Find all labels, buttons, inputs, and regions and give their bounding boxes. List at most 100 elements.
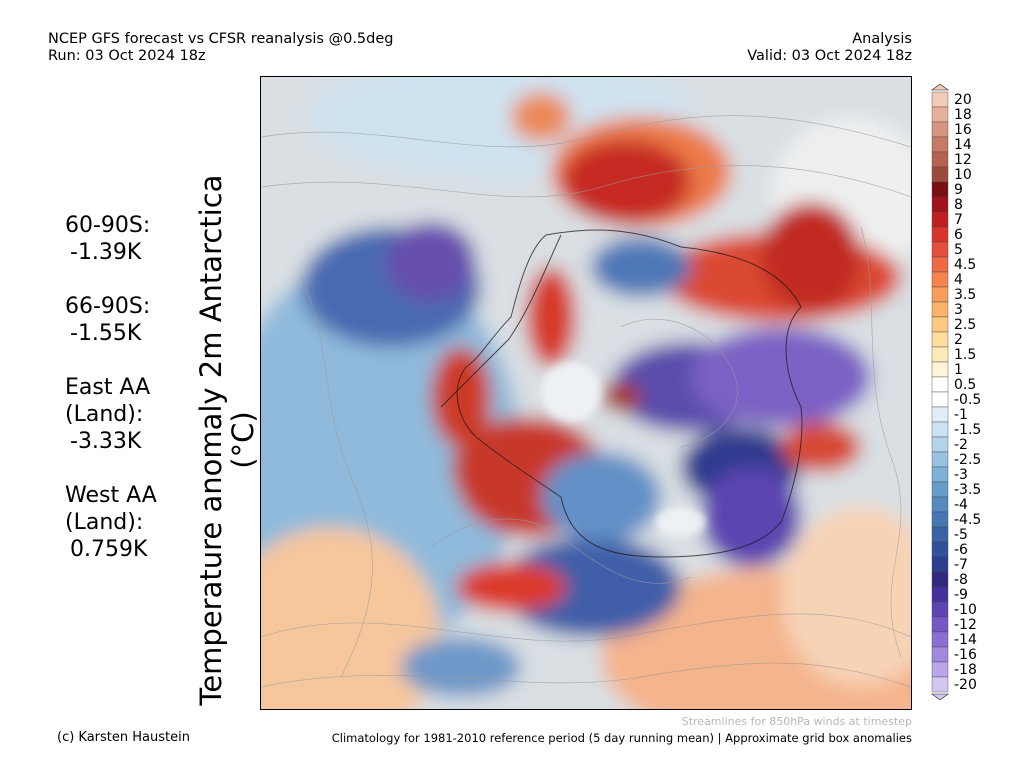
colorbar-cell — [931, 481, 949, 498]
stat-value: 0.759K — [70, 537, 148, 562]
colorbar-label: 6 — [954, 227, 963, 243]
colorbar-label: 12 — [954, 152, 972, 168]
stat-east-aa: East AA (Land): -3.33K — [65, 374, 165, 455]
colorbar-cell — [931, 211, 949, 228]
colorbar-cell — [931, 616, 949, 633]
colorbar-cell — [931, 571, 949, 588]
colorbar-cell — [931, 271, 949, 288]
stat-west-aa: West AA (Land): 0.759K — [65, 482, 165, 563]
colorbar-label: -4 — [954, 497, 968, 513]
colorbar-cell — [931, 451, 949, 468]
colorbar-cell — [931, 151, 949, 168]
regional-stats: 60-90S: -1.39K 66-90S: -1.55K East AA (L… — [65, 212, 165, 590]
colorbar-cell — [931, 316, 949, 333]
colorbar-cell — [931, 601, 949, 618]
colorbar-label: 0.5 — [954, 377, 977, 393]
colorbar-label: -2.5 — [954, 452, 982, 468]
colorbar-cell — [931, 586, 949, 603]
colorbar-label: 4.5 — [954, 257, 977, 273]
colorbar-cell — [931, 646, 949, 663]
stat-label: 66-90S: — [65, 294, 151, 319]
axis-label: Temperature anomaly 2m Antarctica (°C) — [194, 174, 260, 706]
colorbar-label: 2.5 — [954, 317, 977, 333]
colorbar-label: 3.5 — [954, 287, 977, 303]
colorbar-cell — [931, 391, 949, 408]
model-title: NCEP GFS forecast vs CFSR reanalysis @0.… — [48, 31, 394, 47]
streamline-note: Streamlines for 850hPa winds at timestep — [681, 715, 912, 728]
colorbar-cell — [931, 181, 949, 198]
colorbar-label: -10 — [954, 602, 977, 618]
colorbar-label: 8 — [954, 197, 963, 213]
colorbar-cell — [931, 226, 949, 243]
colorbar-label: -9 — [954, 587, 968, 603]
colorbar-label: 18 — [954, 107, 972, 123]
stat-60-90s: 60-90S: -1.39K — [65, 212, 165, 266]
colorbar-cell — [931, 331, 949, 348]
valid-block: Analysis Valid: 03 Oct 2024 18z — [747, 31, 912, 65]
colorbar-cell — [931, 301, 949, 318]
analysis-label: Analysis — [852, 31, 912, 47]
colorbar-label: 14 — [954, 137, 972, 153]
colorbar-label: 1.5 — [954, 347, 977, 363]
colorbar-label: -6 — [954, 542, 968, 558]
stat-value: -1.55K — [70, 321, 142, 346]
colorbar-label: -12 — [954, 617, 977, 633]
colorbar-label: 4 — [954, 272, 963, 288]
colorbar-label: -5 — [954, 527, 968, 543]
colorbar-cell — [931, 286, 949, 303]
colorbar-label: 9 — [954, 182, 963, 198]
colorbar-cell — [931, 676, 949, 693]
colorbar-cell — [931, 106, 949, 123]
colorbar-cell — [931, 661, 949, 678]
colorbar-cell — [931, 496, 949, 513]
map-canvas — [261, 77, 911, 709]
colorbar-label: 16 — [954, 122, 972, 138]
stat-value: -3.33K — [70, 429, 142, 454]
colorbar-label: -18 — [954, 662, 977, 678]
colorbar-cell — [931, 361, 949, 378]
colorbar-label: -1.5 — [954, 422, 982, 438]
colorbar — [931, 84, 949, 700]
colorbar-cell — [931, 241, 949, 258]
colorbar-cell — [931, 346, 949, 363]
colorbar-label: -3 — [954, 467, 968, 483]
colorbar-label: 2 — [954, 332, 963, 348]
colorbar-label: -3.5 — [954, 482, 982, 498]
colorbar-label: -14 — [954, 632, 977, 648]
stat-label: East AA (Land): — [65, 375, 151, 427]
colorbar-cell — [931, 436, 949, 453]
colorbar-label: -4.5 — [954, 512, 982, 528]
credit: (c) Karsten Haustein — [57, 730, 190, 745]
colorbar-cell — [931, 556, 949, 573]
colorbar-label: -1 — [954, 407, 968, 423]
colorbar-cell — [931, 256, 949, 273]
colorbar-cell — [931, 91, 949, 108]
run-time: Run: 03 Oct 2024 18z — [48, 48, 206, 64]
colorbar-cell — [931, 121, 949, 138]
colorbar-cell — [931, 511, 949, 528]
stat-label: 60-90S: — [65, 213, 151, 238]
colorbar-label: 7 — [954, 212, 963, 228]
colorbar-label: 20 — [954, 92, 972, 108]
colorbar-cell — [931, 136, 949, 153]
colorbar-label: -0.5 — [954, 392, 982, 408]
anomaly-map — [260, 76, 912, 710]
colorbar-label: -20 — [954, 677, 977, 693]
colorbar-cell — [931, 406, 949, 423]
colorbar-label: -8 — [954, 572, 968, 588]
stat-label: West AA (Land): — [65, 483, 157, 535]
colorbar-cell — [931, 541, 949, 558]
title-block: NCEP GFS forecast vs CFSR reanalysis @0.… — [48, 31, 393, 65]
colorbar-label: -16 — [954, 647, 977, 663]
colorbar-label: 1 — [954, 362, 963, 378]
colorbar-cell — [931, 166, 949, 183]
colorbar-cell — [931, 376, 949, 393]
climatology-note: Climatology for 1981-2010 reference peri… — [331, 731, 912, 745]
colorbar-cell — [931, 466, 949, 483]
colorbar-cell — [931, 526, 949, 543]
valid-time: Valid: 03 Oct 2024 18z — [747, 48, 912, 64]
colorbar-label: -2 — [954, 437, 968, 453]
colorbar-cell — [931, 631, 949, 648]
stat-value: -1.39K — [70, 240, 142, 265]
colorbar-label: -7 — [954, 557, 968, 573]
